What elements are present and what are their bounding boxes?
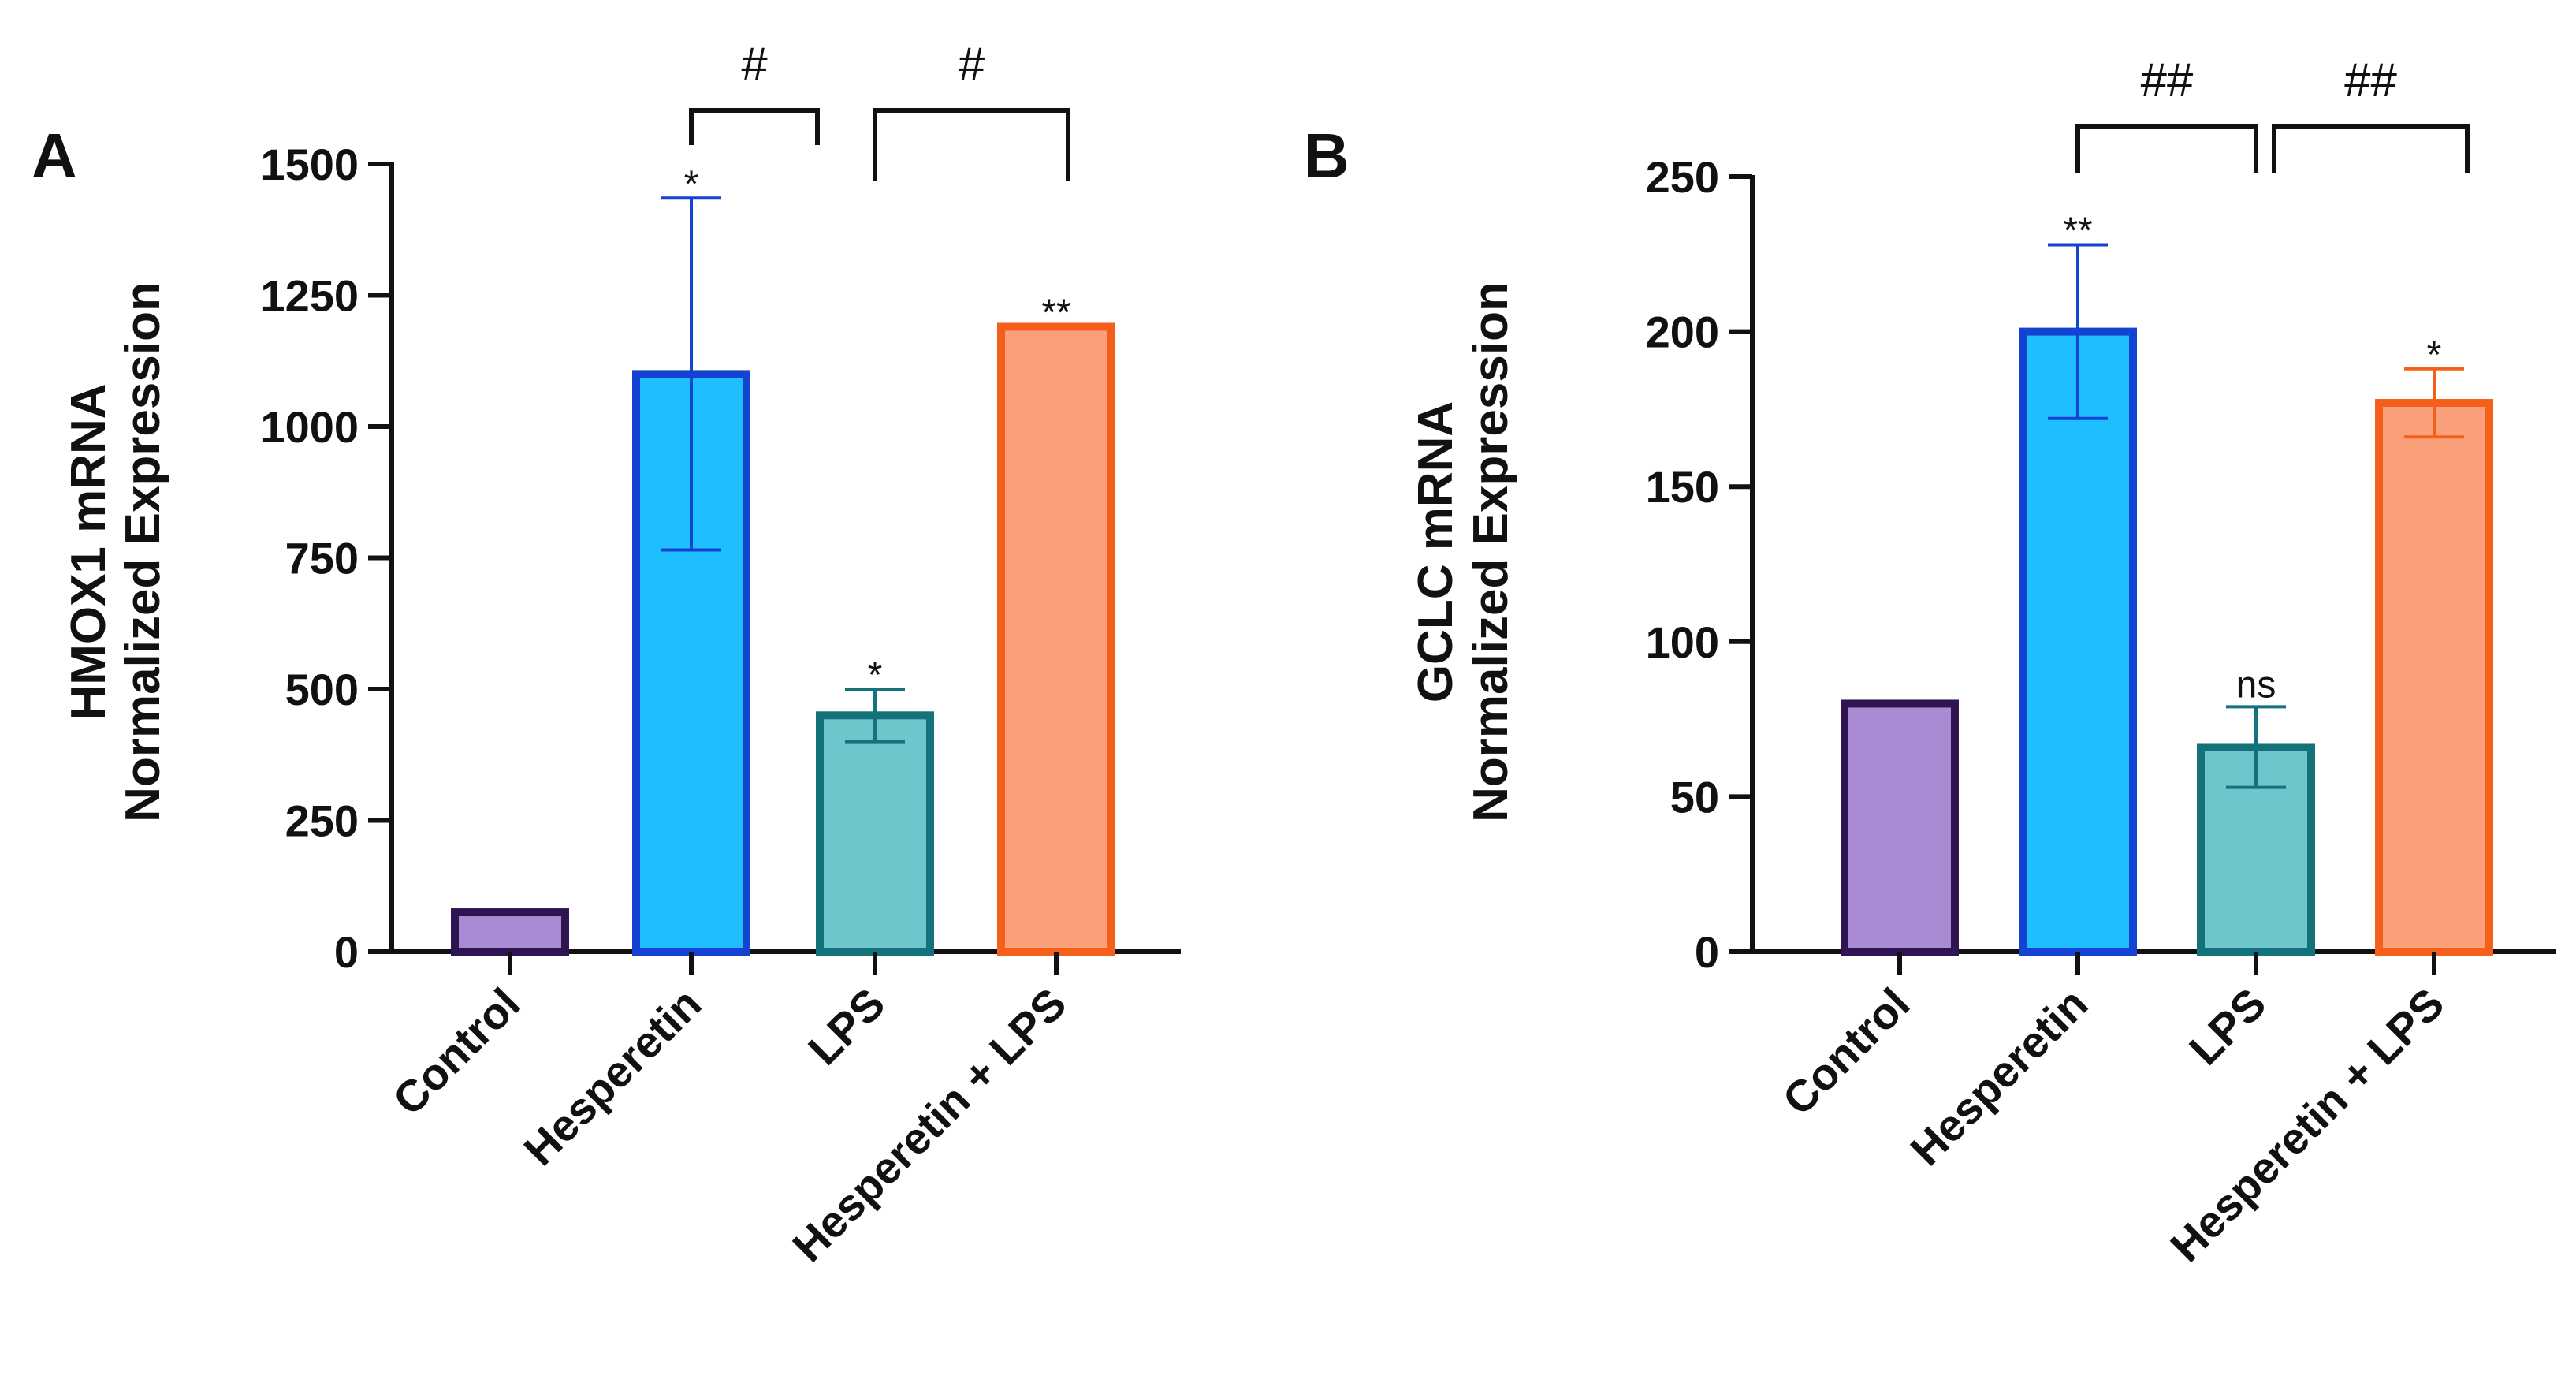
panel-b-ytick-label: 100 [1646,617,1719,667]
panel-b-bar-1 [1841,699,1959,956]
panel-b-ylabel-line-2: Normalized Expression [1464,281,1518,822]
panel-a-ylabel-line-1: HMOX1 mRNA [61,383,116,720]
panel-b-ytick-label: 0 [1695,927,1719,977]
panel-b-bar-4 [2375,399,2493,956]
panel-a-xtick-label-3: LPS [798,978,895,1075]
panel-a-ytick-label: 1500 [260,140,359,189]
panel-a: A HMOX1 mRNA Normalized Expression 0 250 500 7… [32,38,1181,1271]
panel-b-significance-2: ** [2063,211,2092,252]
panel-b-bracket-2 [2272,124,2470,173]
panel-b-ytick-label: 50 [1670,772,1719,822]
panel-a-letter: A [32,121,77,191]
panel-a-ytick-label: 500 [285,665,359,714]
panel-b: B GCLC mRNA Normalized Expression 0 50 100 150… [1304,54,2556,1271]
panel-a-bracket-1 [689,108,820,145]
panel-a-xtick-label-2: Hesperetin [514,978,710,1175]
panel-b-xtick-label-1: Control [1773,978,1919,1124]
panel-b-ytick-label: 250 [1646,152,1719,202]
panel-b-bar-2 [2019,327,2137,956]
panel-b-bracket-label-1: ## [2141,54,2194,106]
panel-a-ytick-label: 750 [285,534,359,583]
panel-b-xtick-label-2: Hesperetin [1900,978,2097,1175]
panel-a-ylabel-line-2: Normalized Expression [116,281,170,822]
panel-a-bracket-2 [873,108,1070,181]
panel-a-bar-4 [997,322,1115,956]
panel-a-xtick-label-1: Control [383,978,529,1124]
panel-a-bar-3 [816,711,934,956]
panel-a-significance-3: * [868,654,883,696]
panel-b-bracket-1 [2075,124,2258,173]
panel-a-bracket-label-1: # [741,38,768,91]
panel-b-bracket-label-2: ## [2344,54,2397,106]
panel-a-ytick-label: 0 [334,927,359,977]
panel-a-significance-2: * [684,163,699,205]
panel-a-significance-4: ** [1041,292,1070,334]
panel-a-bracket-label-2: # [959,38,985,91]
panel-a-bar-1 [451,908,569,956]
panel-a-ytick-label: 1250 [260,271,359,321]
panel-b-xtick-label-3: LPS [2180,978,2276,1075]
panel-b-letter: B [1304,121,1349,191]
panel-a-ytick-label: 1000 [260,402,359,452]
panel-b-significance-4: * [2427,334,2442,376]
panel-b-significance-3: ns [2236,664,2276,706]
panel-b-ytick-label: 150 [1646,462,1719,512]
panel-b-ytick-label: 200 [1646,307,1719,357]
panel-b-ylabel-line-1: GCLC mRNA [1409,401,1463,703]
panel-a-ytick-label: 250 [285,796,359,846]
